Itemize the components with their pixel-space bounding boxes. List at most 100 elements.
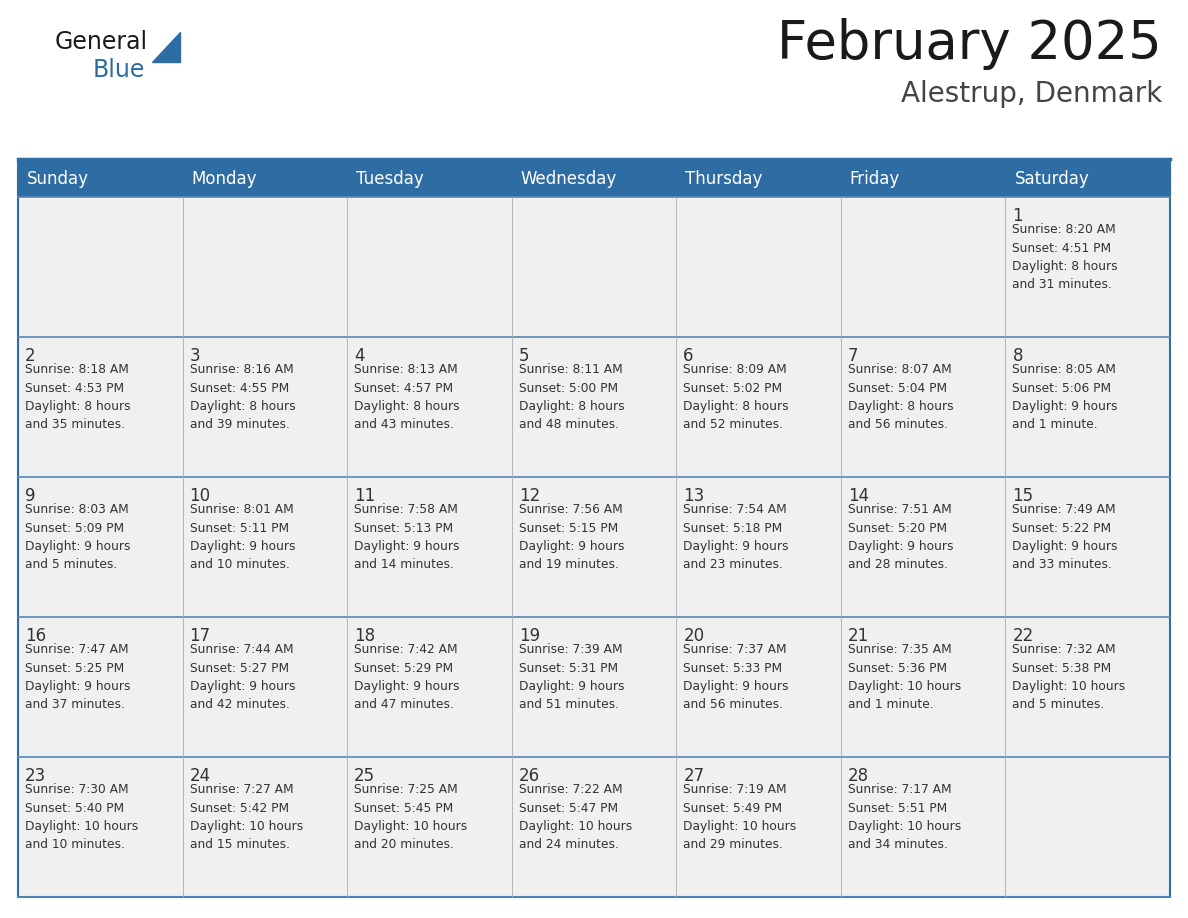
Bar — [347, 337, 512, 477]
Bar — [512, 477, 676, 617]
Text: Sunrise: 7:27 AM
Sunset: 5:42 PM
Daylight: 10 hours
and 15 minutes.: Sunrise: 7:27 AM Sunset: 5:42 PM Dayligh… — [190, 783, 303, 852]
Bar — [183, 162, 347, 197]
Text: 3: 3 — [190, 347, 201, 365]
Text: 10: 10 — [190, 487, 210, 505]
Bar — [841, 162, 1005, 197]
Bar — [347, 617, 512, 757]
Text: Sunrise: 7:22 AM
Sunset: 5:47 PM
Daylight: 10 hours
and 24 minutes.: Sunrise: 7:22 AM Sunset: 5:47 PM Dayligh… — [519, 783, 632, 852]
Text: Friday: Friday — [849, 171, 901, 188]
Text: Thursday: Thursday — [685, 171, 763, 188]
Text: 15: 15 — [1012, 487, 1034, 505]
Text: Sunrise: 8:16 AM
Sunset: 4:55 PM
Daylight: 8 hours
and 39 minutes.: Sunrise: 8:16 AM Sunset: 4:55 PM Dayligh… — [190, 363, 295, 431]
Bar — [676, 477, 841, 617]
Text: 1: 1 — [1012, 207, 1023, 225]
Text: Sunrise: 8:18 AM
Sunset: 4:53 PM
Daylight: 8 hours
and 35 minutes.: Sunrise: 8:18 AM Sunset: 4:53 PM Dayligh… — [25, 363, 131, 431]
Text: Tuesday: Tuesday — [356, 171, 424, 188]
Text: Sunrise: 7:35 AM
Sunset: 5:36 PM
Daylight: 10 hours
and 1 minute.: Sunrise: 7:35 AM Sunset: 5:36 PM Dayligh… — [848, 643, 961, 711]
Text: Saturday: Saturday — [1015, 171, 1089, 188]
Bar — [676, 617, 841, 757]
Bar — [18, 617, 183, 757]
Text: 24: 24 — [190, 767, 210, 785]
Bar — [18, 477, 183, 617]
Bar — [512, 617, 676, 757]
Bar — [347, 477, 512, 617]
Bar — [18, 162, 183, 197]
Text: Sunrise: 7:58 AM
Sunset: 5:13 PM
Daylight: 9 hours
and 14 minutes.: Sunrise: 7:58 AM Sunset: 5:13 PM Dayligh… — [354, 503, 460, 572]
Text: 27: 27 — [683, 767, 704, 785]
Text: 28: 28 — [848, 767, 868, 785]
Bar — [1005, 162, 1170, 197]
Text: Sunrise: 7:25 AM
Sunset: 5:45 PM
Daylight: 10 hours
and 20 minutes.: Sunrise: 7:25 AM Sunset: 5:45 PM Dayligh… — [354, 783, 467, 852]
Bar — [18, 162, 1170, 897]
Text: 26: 26 — [519, 767, 539, 785]
Text: Monday: Monday — [191, 171, 257, 188]
Bar — [183, 337, 347, 477]
Bar — [512, 197, 676, 337]
Bar — [347, 162, 512, 197]
Bar — [841, 337, 1005, 477]
Bar — [1005, 477, 1170, 617]
Bar — [512, 757, 676, 897]
Text: Alestrup, Denmark: Alestrup, Denmark — [901, 80, 1162, 108]
Text: Sunrise: 8:20 AM
Sunset: 4:51 PM
Daylight: 8 hours
and 31 minutes.: Sunrise: 8:20 AM Sunset: 4:51 PM Dayligh… — [1012, 223, 1118, 292]
Bar — [676, 197, 841, 337]
Text: Sunrise: 8:03 AM
Sunset: 5:09 PM
Daylight: 9 hours
and 5 minutes.: Sunrise: 8:03 AM Sunset: 5:09 PM Dayligh… — [25, 503, 131, 572]
Text: Sunday: Sunday — [27, 171, 89, 188]
Text: 8: 8 — [1012, 347, 1023, 365]
Text: 18: 18 — [354, 627, 375, 645]
Text: Blue: Blue — [93, 58, 145, 82]
Text: 13: 13 — [683, 487, 704, 505]
Bar — [512, 337, 676, 477]
Text: 17: 17 — [190, 627, 210, 645]
Text: 25: 25 — [354, 767, 375, 785]
Text: 4: 4 — [354, 347, 365, 365]
Bar — [841, 477, 1005, 617]
Bar — [841, 197, 1005, 337]
Bar — [183, 477, 347, 617]
Bar — [18, 757, 183, 897]
Bar — [676, 162, 841, 197]
Bar — [512, 162, 676, 197]
Text: Sunrise: 7:37 AM
Sunset: 5:33 PM
Daylight: 9 hours
and 56 minutes.: Sunrise: 7:37 AM Sunset: 5:33 PM Dayligh… — [683, 643, 789, 711]
Text: Sunrise: 7:30 AM
Sunset: 5:40 PM
Daylight: 10 hours
and 10 minutes.: Sunrise: 7:30 AM Sunset: 5:40 PM Dayligh… — [25, 783, 138, 852]
Text: Sunrise: 8:13 AM
Sunset: 4:57 PM
Daylight: 8 hours
and 43 minutes.: Sunrise: 8:13 AM Sunset: 4:57 PM Dayligh… — [354, 363, 460, 431]
Text: Sunrise: 7:17 AM
Sunset: 5:51 PM
Daylight: 10 hours
and 34 minutes.: Sunrise: 7:17 AM Sunset: 5:51 PM Dayligh… — [848, 783, 961, 852]
Text: Sunrise: 7:19 AM
Sunset: 5:49 PM
Daylight: 10 hours
and 29 minutes.: Sunrise: 7:19 AM Sunset: 5:49 PM Dayligh… — [683, 783, 796, 852]
Text: 21: 21 — [848, 627, 870, 645]
Text: Sunrise: 8:01 AM
Sunset: 5:11 PM
Daylight: 9 hours
and 10 minutes.: Sunrise: 8:01 AM Sunset: 5:11 PM Dayligh… — [190, 503, 295, 572]
Bar — [347, 197, 512, 337]
Text: Sunrise: 7:54 AM
Sunset: 5:18 PM
Daylight: 9 hours
and 23 minutes.: Sunrise: 7:54 AM Sunset: 5:18 PM Dayligh… — [683, 503, 789, 572]
Text: 14: 14 — [848, 487, 868, 505]
Bar — [18, 197, 183, 337]
Text: Sunrise: 7:32 AM
Sunset: 5:38 PM
Daylight: 10 hours
and 5 minutes.: Sunrise: 7:32 AM Sunset: 5:38 PM Dayligh… — [1012, 643, 1126, 711]
Text: Sunrise: 7:42 AM
Sunset: 5:29 PM
Daylight: 9 hours
and 47 minutes.: Sunrise: 7:42 AM Sunset: 5:29 PM Dayligh… — [354, 643, 460, 711]
Text: 22: 22 — [1012, 627, 1034, 645]
Text: Sunrise: 7:49 AM
Sunset: 5:22 PM
Daylight: 9 hours
and 33 minutes.: Sunrise: 7:49 AM Sunset: 5:22 PM Dayligh… — [1012, 503, 1118, 572]
Bar — [183, 757, 347, 897]
Bar — [183, 197, 347, 337]
Text: Sunrise: 8:05 AM
Sunset: 5:06 PM
Daylight: 9 hours
and 1 minute.: Sunrise: 8:05 AM Sunset: 5:06 PM Dayligh… — [1012, 363, 1118, 431]
Bar — [1005, 617, 1170, 757]
Text: 16: 16 — [25, 627, 46, 645]
Bar — [1005, 757, 1170, 897]
Text: Wednesday: Wednesday — [520, 171, 617, 188]
Text: 2: 2 — [25, 347, 36, 365]
Text: February 2025: February 2025 — [777, 18, 1162, 70]
Text: 11: 11 — [354, 487, 375, 505]
Text: 23: 23 — [25, 767, 46, 785]
Text: Sunrise: 7:39 AM
Sunset: 5:31 PM
Daylight: 9 hours
and 51 minutes.: Sunrise: 7:39 AM Sunset: 5:31 PM Dayligh… — [519, 643, 624, 711]
Polygon shape — [152, 32, 181, 62]
Text: 19: 19 — [519, 627, 539, 645]
Bar — [841, 617, 1005, 757]
Text: Sunrise: 8:11 AM
Sunset: 5:00 PM
Daylight: 8 hours
and 48 minutes.: Sunrise: 8:11 AM Sunset: 5:00 PM Dayligh… — [519, 363, 625, 431]
Bar — [676, 757, 841, 897]
Bar — [841, 757, 1005, 897]
Text: 5: 5 — [519, 347, 529, 365]
Text: 9: 9 — [25, 487, 36, 505]
Bar — [347, 757, 512, 897]
Text: Sunrise: 7:51 AM
Sunset: 5:20 PM
Daylight: 9 hours
and 28 minutes.: Sunrise: 7:51 AM Sunset: 5:20 PM Dayligh… — [848, 503, 953, 572]
Bar — [183, 617, 347, 757]
Text: Sunrise: 7:56 AM
Sunset: 5:15 PM
Daylight: 9 hours
and 19 minutes.: Sunrise: 7:56 AM Sunset: 5:15 PM Dayligh… — [519, 503, 624, 572]
Text: 7: 7 — [848, 347, 859, 365]
Text: Sunrise: 8:07 AM
Sunset: 5:04 PM
Daylight: 8 hours
and 56 minutes.: Sunrise: 8:07 AM Sunset: 5:04 PM Dayligh… — [848, 363, 954, 431]
